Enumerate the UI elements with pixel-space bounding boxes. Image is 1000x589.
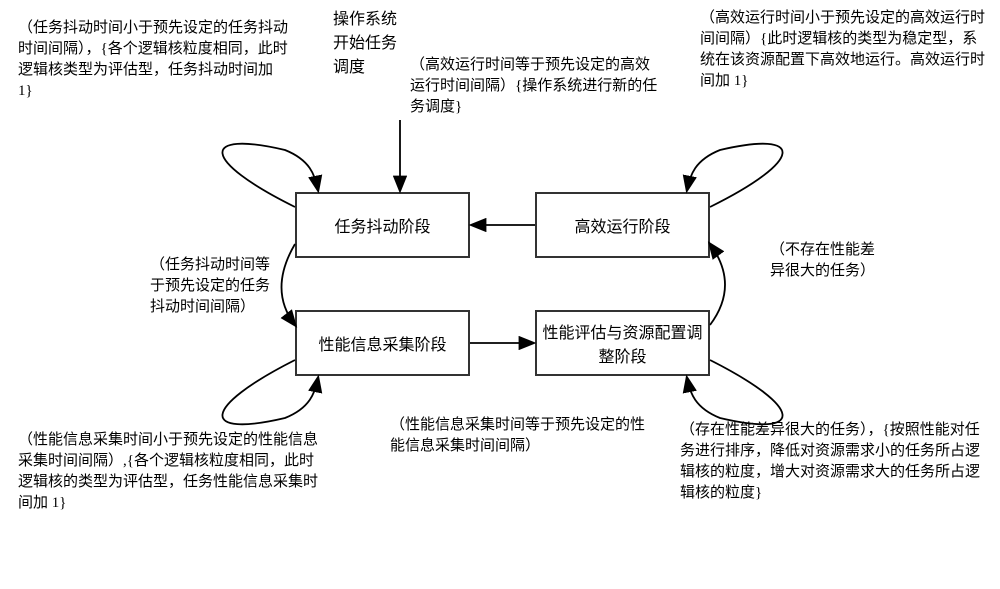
edge-n4-n2 (710, 244, 725, 325)
node-task-jitter: 任务抖动阶段 (295, 192, 470, 258)
anno-bottom-right: （存在性能差异很大的任务），{按照性能对任务进行排序，降低对资源需求小的任务所占… (680, 420, 990, 504)
node-perf-collect: 性能信息采集阶段 (295, 310, 470, 376)
entry-label: 操作系统开始任务调度 (333, 8, 403, 80)
anno-bottom-left: （性能信息采集时间小于预先设定的性能信息采集时间间隔）,{各个逻辑核粒度相同，此… (18, 430, 323, 514)
node-perf-eval: 性能评估与资源配置调整阶段 (535, 310, 710, 376)
anno-bottom-center: （性能信息采集时间等于预先设定的性能信息采集时间间隔） (390, 415, 645, 457)
node-efficient-run: 高效运行阶段 (535, 192, 710, 258)
edge-n1-n3 (282, 244, 296, 325)
anno-left-mid: （任务抖动时间等于预先设定的任务抖动时间间隔） (150, 255, 270, 318)
anno-top-right: （高效运行时间小于预先设定的高效运行时间间隔）{此时逻辑核的类型为稳定型，系统在… (700, 8, 988, 92)
anno-right-mid: （不存在性能差异很大的任务） (770, 240, 885, 282)
anno-top-center: （高效运行时间等于预先设定的高效运行时间间隔）{操作系统进行新的任务调度} (410, 55, 660, 118)
anno-top-left: （任务抖动时间小于预先设定的任务抖动时间间隔），{各个逻辑核粒度相同，此时逻辑核… (18, 18, 288, 102)
